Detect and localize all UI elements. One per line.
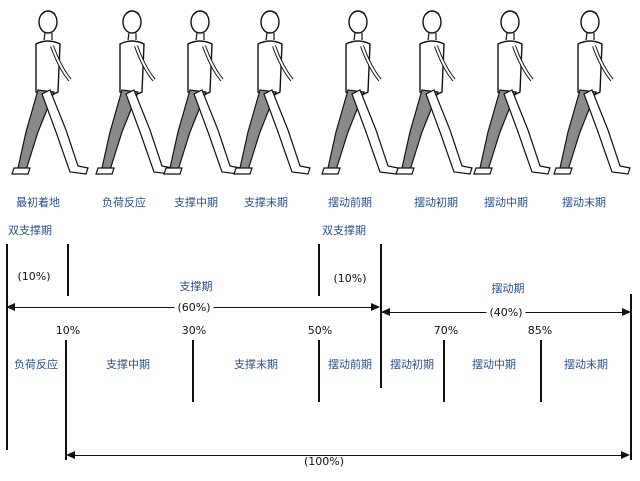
subphase-terminal-swing: 摆动末期 bbox=[564, 358, 608, 371]
phase-label-mid-stance: 支撑中期 bbox=[174, 196, 218, 209]
figure-2 bbox=[94, 9, 174, 176]
mark-10: 10% bbox=[55, 324, 81, 337]
phase-label-initial-swing: 摆动初期 bbox=[414, 196, 458, 209]
cycle-arrow-right-icon bbox=[621, 451, 630, 459]
figure-7 bbox=[472, 9, 552, 176]
divider-end bbox=[630, 294, 632, 460]
divider-start bbox=[6, 244, 8, 450]
cycle-arrow-line bbox=[68, 455, 628, 456]
divider-70 bbox=[443, 340, 445, 402]
divider-50-upper bbox=[318, 244, 320, 296]
walking-figures bbox=[10, 9, 632, 176]
divider-85 bbox=[540, 340, 542, 402]
figure-4 bbox=[232, 9, 312, 176]
phase-label-terminal-swing: 摆动末期 bbox=[562, 196, 606, 209]
subphase-pre-swing: 摆动前期 bbox=[328, 358, 372, 371]
divider-30 bbox=[192, 340, 194, 402]
divider-10-upper bbox=[67, 244, 69, 296]
mark-70: 70% bbox=[433, 324, 459, 337]
cycle-arrow-left-icon bbox=[66, 451, 75, 459]
swing-arrow-right-icon bbox=[622, 308, 631, 316]
swing-arrow-left-icon bbox=[381, 308, 390, 316]
divider-50-lower bbox=[318, 340, 320, 402]
double-support-label-right: 双支撑期 bbox=[322, 224, 366, 237]
mark-50: 50% bbox=[307, 324, 333, 337]
double-support-pct-left: (10%) bbox=[17, 270, 51, 283]
stance-arrow-left-icon bbox=[6, 303, 15, 311]
stance-arrow-right-icon bbox=[371, 303, 380, 311]
phase-label-pre-swing: 摆动前期 bbox=[328, 196, 372, 209]
figure-8 bbox=[552, 9, 632, 176]
phase-label-mid-swing: 摆动中期 bbox=[484, 196, 528, 209]
figure-6 bbox=[394, 9, 474, 176]
phase-label-loading-response: 负荷反应 bbox=[102, 196, 146, 209]
phase-label-terminal-stance: 支撑末期 bbox=[244, 196, 288, 209]
swing-phase-label: 摆动期 bbox=[491, 282, 525, 295]
subphase-terminal-stance: 支撑末期 bbox=[234, 358, 278, 371]
subphase-initial-swing: 摆动初期 bbox=[390, 358, 434, 371]
stance-phase-label: 支撑期 bbox=[179, 280, 213, 293]
double-support-label-left: 双支撑期 bbox=[8, 224, 52, 237]
mark-85: 85% bbox=[527, 324, 553, 337]
subphase-mid-stance: 支撑中期 bbox=[106, 358, 150, 371]
subphase-mid-swing: 摆动中期 bbox=[472, 358, 516, 371]
cycle-pct: (100%) bbox=[303, 455, 345, 468]
double-support-pct-right: (10%) bbox=[333, 272, 367, 285]
stance-pct: (60%) bbox=[174, 301, 214, 314]
subphase-loading-response: 负荷反应 bbox=[14, 358, 58, 371]
figure-1 bbox=[10, 9, 90, 176]
figure-3 bbox=[162, 9, 242, 176]
mark-30: 30% bbox=[181, 324, 207, 337]
figure-5 bbox=[320, 9, 400, 176]
phase-label-initial-contact: 最初着地 bbox=[16, 196, 60, 209]
divider-60 bbox=[380, 244, 382, 388]
divider-10-lower bbox=[65, 340, 67, 460]
swing-pct: (40%) bbox=[486, 306, 526, 319]
